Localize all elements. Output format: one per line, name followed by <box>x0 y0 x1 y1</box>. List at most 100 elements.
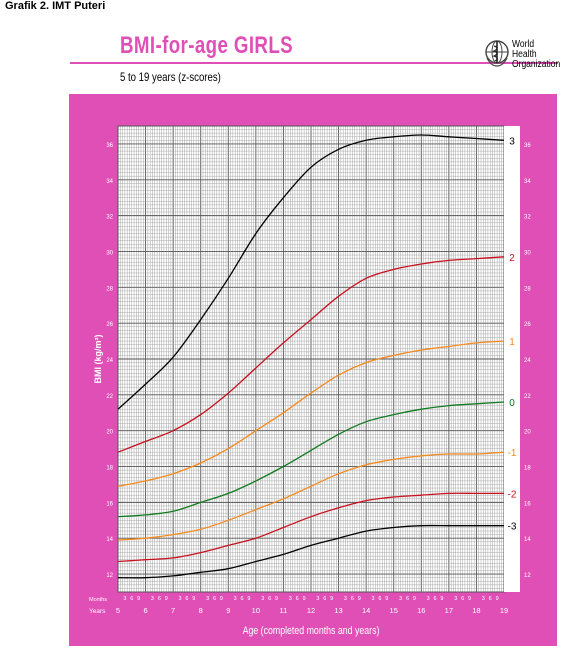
y-tick-label-left: 22 <box>106 394 113 400</box>
series-line-zneg2 <box>117 492 504 563</box>
series-label-z0: 0 <box>509 398 515 409</box>
series-line-z3 <box>117 134 505 410</box>
who-org-line2: Organization <box>512 59 561 70</box>
x-year-tick-label: 16 <box>417 606 425 615</box>
series-label-zneg1: -1 <box>508 448 517 459</box>
series-line-zneg3 <box>117 524 504 579</box>
x-month-tick-label: 6 <box>406 596 409 602</box>
x-year-tick-label: 13 <box>334 606 342 615</box>
x-month-tick-label: 9 <box>385 596 388 602</box>
x-month-tick-label: 6 <box>489 596 492 602</box>
x-month-tick-label: 9 <box>275 596 278 602</box>
y-tick-label-left: 12 <box>106 573 113 579</box>
y-tick-label-left: 28 <box>106 286 113 292</box>
series-line-z2 <box>117 256 505 453</box>
x-year-tick-label: 14 <box>362 606 370 615</box>
y-tick-label-left: 32 <box>106 215 113 221</box>
x-month-tick-label: 9 <box>496 596 499 602</box>
x-month-tick-label: 6 <box>130 596 133 602</box>
series-line-z1 <box>117 340 505 487</box>
x-month-tick-label: 9 <box>468 596 471 602</box>
x-month-tick-label: 3 <box>289 596 292 602</box>
x-year-tick-label: 7 <box>171 606 175 615</box>
series-line-z0 <box>117 401 505 518</box>
x-month-tick-label: 3 <box>427 596 430 602</box>
y-tick-label-right: 36 <box>524 143 531 149</box>
x-year-tick-label: 19 <box>500 606 508 615</box>
chart-subtitle: 5 to 19 years (z-scores) <box>120 70 221 84</box>
y-tick-label-left: 14 <box>106 537 113 543</box>
y-tick-label-right: 14 <box>524 537 531 543</box>
x-month-tick-label: 3 <box>151 596 154 602</box>
x-month-tick-label: 9 <box>137 596 140 602</box>
x-month-tick-label: 6 <box>323 596 326 602</box>
y-tick-label-left: 20 <box>106 430 113 436</box>
y-tick-label-left: 30 <box>106 250 113 256</box>
x-month-tick-label: 9 <box>165 596 168 602</box>
x-years-row-label: Years <box>89 608 106 615</box>
x-month-tick-label: 9 <box>413 596 416 602</box>
y-tick-label-right: 24 <box>524 358 531 364</box>
x-month-tick-label: 3 <box>179 596 182 602</box>
x-year-tick-label: 11 <box>280 606 288 615</box>
y-tick-label-right: 28 <box>524 286 531 292</box>
y-tick-label-left: 24 <box>106 358 113 364</box>
x-year-tick-label: 18 <box>472 606 480 615</box>
x-axis-label: Age (completed months and years) <box>243 625 380 637</box>
x-month-tick-label: 3 <box>482 596 485 602</box>
series-label-z2: 2 <box>509 253 515 264</box>
x-year-tick-label: 5 <box>116 606 120 615</box>
x-month-tick-label: 9 <box>192 596 195 602</box>
x-month-tick-label: 6 <box>296 596 299 602</box>
x-month-tick-label: 6 <box>378 596 381 602</box>
x-month-tick-label: 3 <box>344 596 347 602</box>
x-month-tick-label: 9 <box>330 596 333 602</box>
y-tick-label-right: 18 <box>524 466 531 472</box>
x-month-tick-label: 3 <box>261 596 264 602</box>
who-org-line1: World Health <box>512 39 537 60</box>
x-month-tick-label: 6 <box>185 596 188 602</box>
zscore-label-strip <box>504 126 520 592</box>
x-month-tick-label: 9 <box>247 596 250 602</box>
y-tick-label-left: 34 <box>106 179 113 185</box>
y-tick-label-right: 22 <box>524 394 531 400</box>
x-year-tick-label: 17 <box>445 606 453 615</box>
x-year-tick-label: 9 <box>226 606 230 615</box>
series-line-zneg1 <box>117 451 505 541</box>
x-month-tick-label: 9 <box>303 596 306 602</box>
x-month-tick-label: 6 <box>461 596 464 602</box>
x-month-tick-label: 9 <box>220 596 223 602</box>
x-month-tick-label: 3 <box>123 596 126 602</box>
x-year-tick-label: 15 <box>390 606 398 615</box>
series-label-zneg3: -3 <box>508 522 517 533</box>
x-month-tick-label: 9 <box>358 596 361 602</box>
who-org-name: World Health Organization <box>512 40 560 70</box>
chart-title: BMI-for-age GIRLS <box>120 32 294 59</box>
y-tick-label-right: 34 <box>524 179 531 185</box>
y-tick-label-left: 36 <box>106 143 113 149</box>
who-logo-icon <box>485 40 509 67</box>
x-month-tick-label: 6 <box>351 596 354 602</box>
x-month-tick-label: 3 <box>234 596 237 602</box>
y-tick-label-left: 18 <box>106 466 113 472</box>
series-label-z3: 3 <box>509 136 515 147</box>
y-axis-label: BMI (kg/m²) <box>93 335 103 384</box>
x-year-tick-label: 8 <box>199 606 203 615</box>
y-tick-label-right: 32 <box>524 215 531 221</box>
y-tick-label-right: 20 <box>524 430 531 436</box>
figure-caption: Grafik 2. IMT Puteri <box>5 0 106 12</box>
x-month-tick-label: 3 <box>206 596 209 602</box>
x-month-tick-label: 9 <box>440 596 443 602</box>
x-year-tick-label: 12 <box>307 606 315 615</box>
x-month-tick-label: 3 <box>454 596 457 602</box>
y-tick-label-right: 16 <box>524 501 531 507</box>
header-rule <box>70 62 558 64</box>
x-month-tick-label: 6 <box>241 596 244 602</box>
series-label-zneg2: -2 <box>508 489 517 500</box>
x-month-tick-label: 6 <box>268 596 271 602</box>
x-month-tick-label: 6 <box>434 596 437 602</box>
x-month-tick-label: 6 <box>158 596 161 602</box>
series-label-z1: 1 <box>509 337 515 348</box>
x-year-tick-label: 10 <box>252 606 260 615</box>
